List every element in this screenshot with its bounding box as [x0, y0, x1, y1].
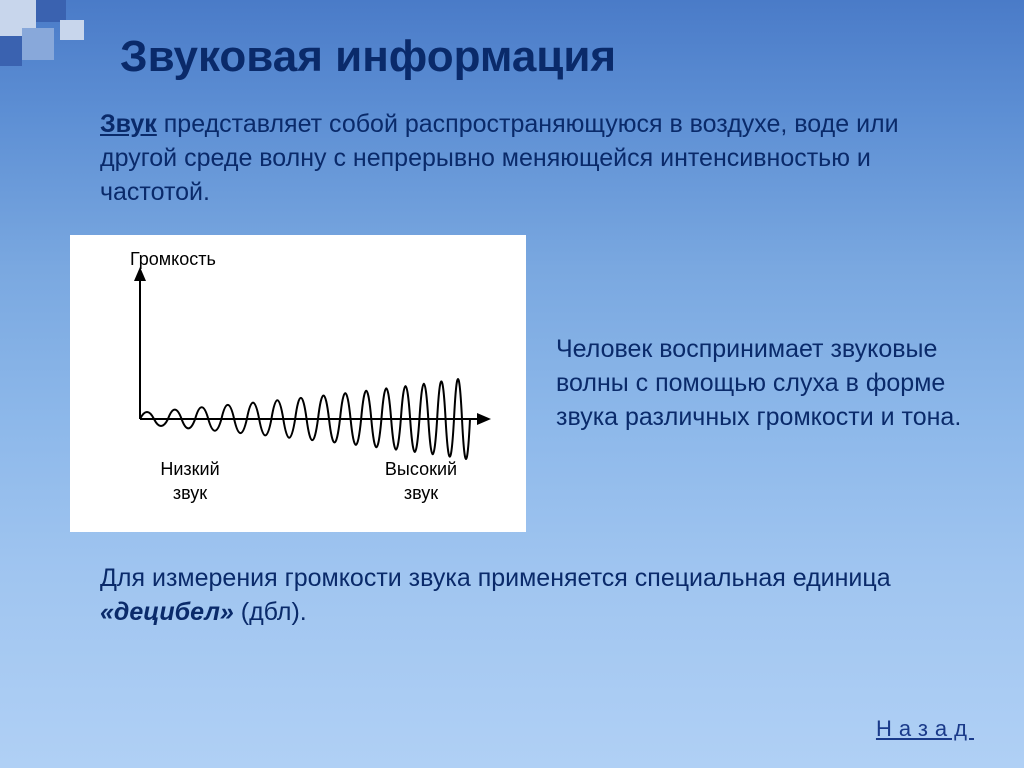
- corner-block: [0, 36, 22, 66]
- svg-text:звук: звук: [173, 483, 207, 503]
- corner-block: [22, 28, 54, 60]
- svg-text:Громкость: Громкость: [130, 249, 216, 269]
- footer-line1: Для измерения громкости звука применяетс…: [100, 564, 891, 592]
- svg-text:Низкий: Низкий: [160, 459, 219, 479]
- footer-paragraph: Для измерения громкости звука применяетс…: [100, 562, 964, 630]
- mid-row: Громкость Низкий звук Высокий звук Человек в…: [70, 235, 964, 532]
- chart-container: Громкость Низкий звук Высокий звук: [70, 235, 526, 532]
- back-link[interactable]: Назад: [876, 716, 974, 742]
- svg-text:звук: звук: [404, 483, 438, 503]
- intro-paragraph: Звук представляет собой распространяющую…: [100, 108, 964, 209]
- corner-block: [60, 20, 84, 40]
- page-title: Звуковая информация: [120, 32, 964, 82]
- mid-text: Человек воспринимает звуковые волны с по…: [556, 333, 964, 434]
- slide-content: Звуковая информация Звук представляет со…: [0, 0, 1024, 660]
- corner-block: [36, 0, 66, 22]
- intro-rest: представляет собой распространяющуюся в …: [100, 110, 899, 206]
- svg-text:Высокий: Высокий: [385, 459, 457, 479]
- footer-unit: «децибел»: [100, 598, 234, 626]
- footer-suffix: (дбл).: [234, 598, 307, 626]
- wave-chart: Громкость Низкий звук Высокий звук: [86, 249, 510, 519]
- intro-lead-word: Звук: [100, 110, 157, 138]
